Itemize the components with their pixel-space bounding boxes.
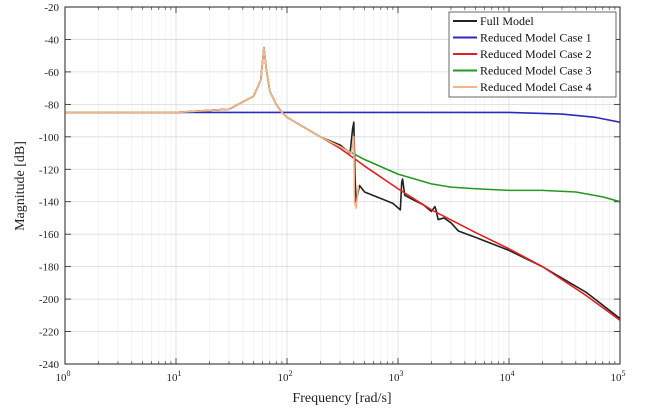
y-tick-label: -200	[39, 294, 60, 306]
x-axis-title: Frequency [rad/s]	[292, 391, 391, 406]
legend-label-1: Full Model	[480, 14, 534, 28]
y-tick-label: -220	[39, 327, 60, 339]
legend: Full Model Reduced Model Case 1 Reduced Mo…	[448, 11, 617, 98]
legend-label-3: Reduced Model Case 2	[480, 47, 592, 61]
y-tick-label: -80	[44, 99, 59, 111]
x-tick-label: 105	[611, 369, 626, 384]
y-tick-label: -40	[44, 34, 59, 46]
y-tick-label: -20	[44, 2, 59, 14]
y-tick-label: -120	[39, 164, 60, 176]
y-tick-label: -100	[39, 132, 60, 144]
y-tick-label: -180	[39, 262, 60, 274]
x-tick-labels: 100 101 102 103 104 105	[56, 369, 626, 384]
x-tick-label: 104	[500, 369, 515, 384]
x-tick-label: 100	[56, 369, 71, 384]
legend-label-4: Reduced Model Case 3	[480, 64, 592, 78]
plot-frame	[64, 6, 621, 365]
legend-label-5: Reduced Model Case 4	[480, 80, 592, 94]
series-line-5	[65, 46, 360, 210]
y-tick-labels: -20 -40 -60 -80 -100 -120 -140 -160 -180 -200 -220…	[39, 2, 60, 371]
y-tick-label: -160	[39, 229, 60, 241]
x-tick-label: 102	[278, 369, 293, 384]
x-tick-label: 103	[389, 369, 404, 384]
y-tick-label: -240	[39, 359, 60, 371]
y-tick-label: -60	[44, 67, 59, 79]
series-lines	[65, 46, 620, 321]
x-tick-label: 101	[167, 369, 182, 384]
y-tick-label: -140	[39, 197, 60, 209]
legend-label-2: Reduced Model Case 1	[480, 31, 592, 45]
series-line-2	[65, 111, 620, 123]
y-axis-title: Magnitude [dB]	[13, 141, 28, 231]
